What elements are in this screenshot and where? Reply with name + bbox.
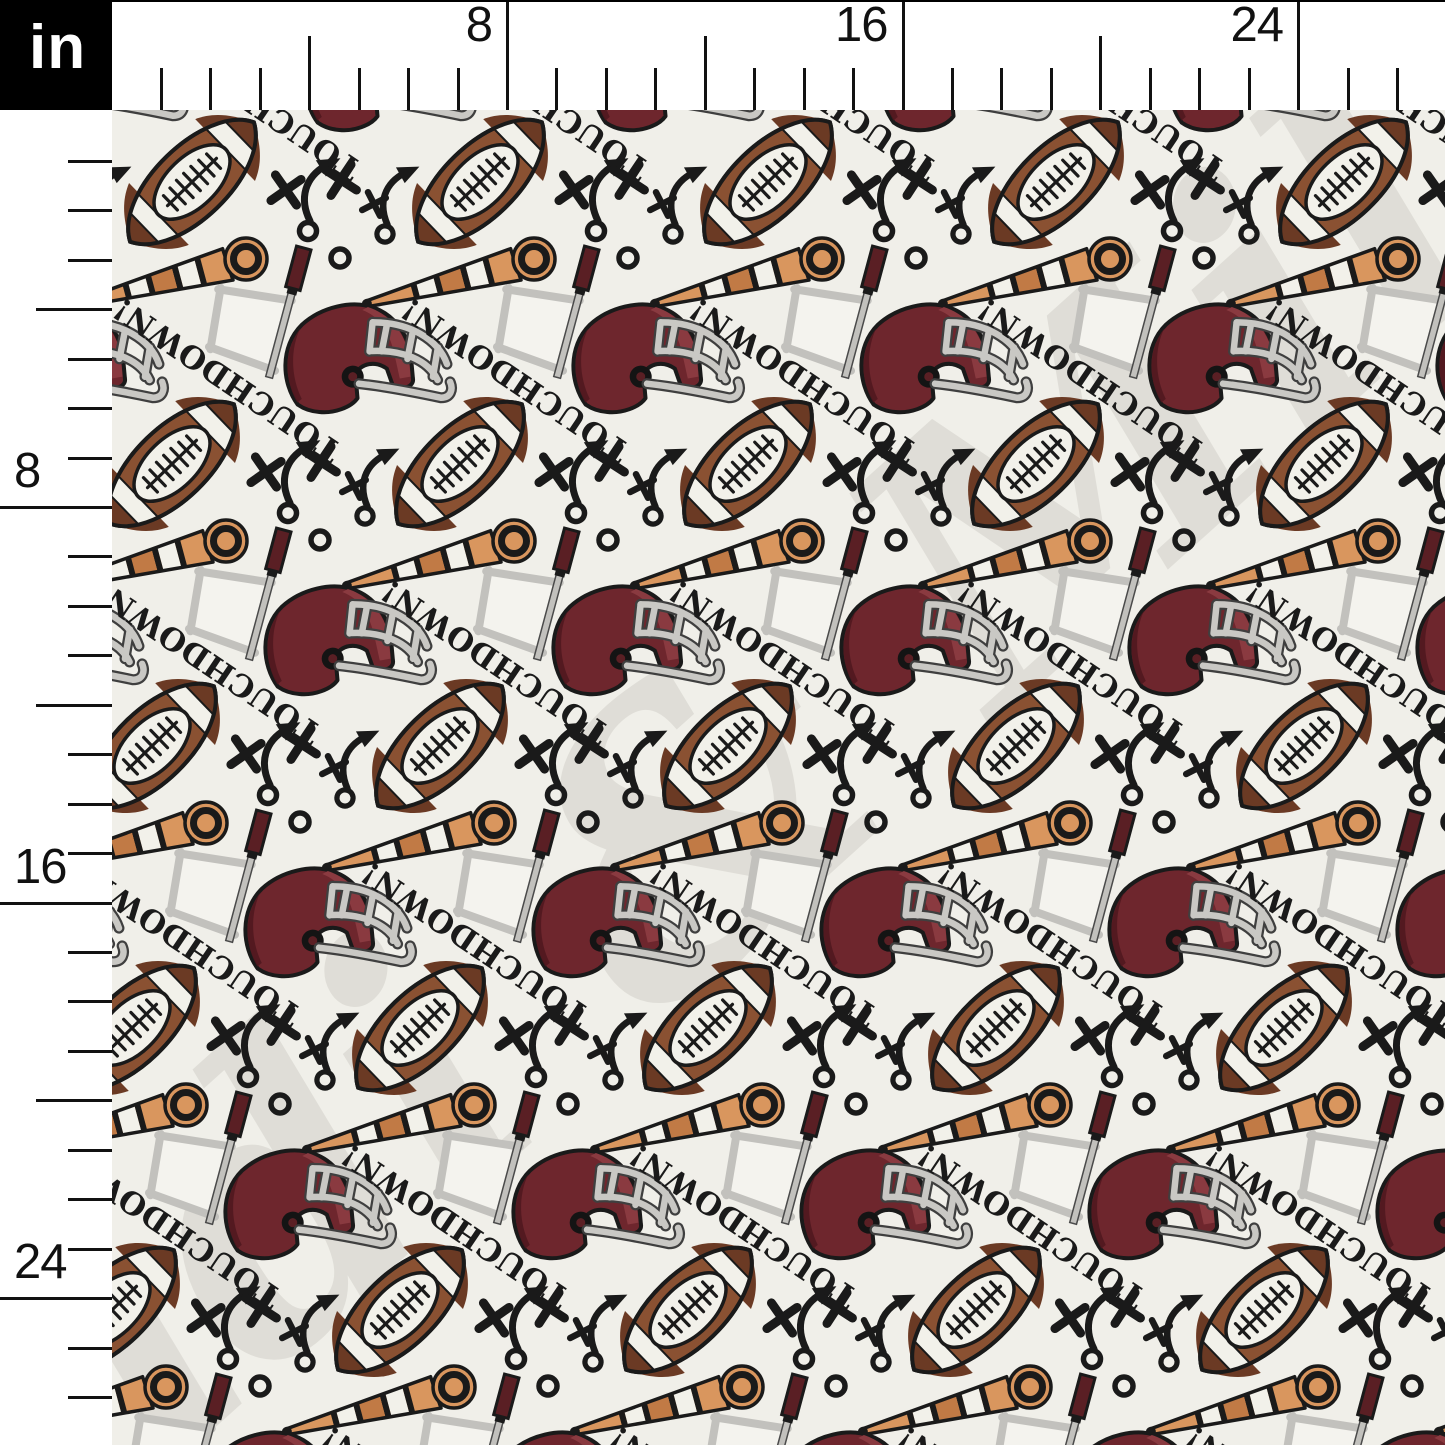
ruler-tick: [753, 68, 757, 110]
top-inch-ruler: 8 16 24: [112, 0, 1445, 110]
ruler-tick: [68, 753, 112, 757]
ruler-tick: [0, 506, 112, 510]
ruler-tick: [1346, 68, 1350, 110]
ruler-unit-box: in: [0, 0, 112, 110]
ruler-tick: [68, 555, 112, 559]
ruler-unit-label: in: [29, 13, 87, 82]
ruler-tick: [36, 1099, 112, 1103]
ruler-tick: [308, 36, 312, 110]
ruler-tick: [0, 1297, 112, 1301]
ruler-tick: [68, 357, 112, 361]
image-top-border: [0, 0, 1445, 2]
fabric-pattern-swatch: TOUCHDOWN! Indi & Mila: [112, 110, 1445, 1445]
ruler-tick: [68, 1346, 112, 1350]
ruler-tick: [1198, 68, 1202, 110]
ruler-number: 16: [835, 0, 889, 52]
ruler-tick: [1049, 68, 1053, 110]
ruler-tick: [901, 0, 905, 110]
ruler-tick: [68, 1049, 112, 1053]
ruler-tick: [802, 68, 806, 110]
ruler-tick: [1000, 68, 1004, 110]
ruler-tick: [506, 0, 510, 110]
ruler-tick: [604, 68, 608, 110]
ruler-tick: [1297, 0, 1301, 110]
ruler-tick: [68, 258, 112, 262]
ruler-number: 8: [14, 444, 41, 499]
ruler-tick: [68, 159, 112, 163]
ruler-tick: [555, 68, 559, 110]
ruler-tick: [36, 308, 112, 312]
ruler-number: 16: [14, 839, 68, 894]
ruler-tick: [68, 1395, 112, 1399]
ruler-tick: [950, 68, 954, 110]
ruler-tick: [703, 36, 707, 110]
ruler-number: 24: [1230, 0, 1285, 52]
pattern-canvas: TOUCHDOWN! Indi & Mila: [112, 110, 1445, 1445]
ruler-tick: [407, 68, 411, 110]
ruler-tick: [68, 654, 112, 658]
ruler-tick: [68, 1198, 112, 1202]
ruler-tick: [68, 209, 112, 213]
ruler-tick: [68, 852, 112, 856]
ruler-tick: [68, 604, 112, 608]
ruler-tick: [258, 68, 262, 110]
ruler-tick: [852, 68, 856, 110]
ruler-number: 24: [14, 1235, 68, 1290]
ruler-tick: [0, 901, 112, 905]
ruler-tick: [1099, 36, 1103, 110]
ruler-tick: [68, 407, 112, 411]
ruler-tick: [654, 68, 658, 110]
ruler-tick: [68, 1148, 112, 1152]
ruler-number: 8: [465, 0, 493, 52]
ruler-tick: [209, 68, 213, 110]
ruler-tick: [36, 703, 112, 707]
ruler-tick: [1247, 68, 1251, 110]
ruler-tick: [68, 1000, 112, 1004]
ruler-tick: [159, 68, 163, 110]
ruler-tick: [68, 456, 112, 460]
ruler-tick: [456, 68, 460, 110]
ruler-tick: [68, 950, 112, 954]
ruler-tick: [1148, 68, 1152, 110]
ruler-tick: [1395, 68, 1399, 110]
ruler-tick: [68, 1247, 112, 1251]
left-inch-ruler: 8 16 24: [0, 110, 112, 1445]
ruler-tick: [68, 802, 112, 806]
ruler-tick: [357, 68, 361, 110]
